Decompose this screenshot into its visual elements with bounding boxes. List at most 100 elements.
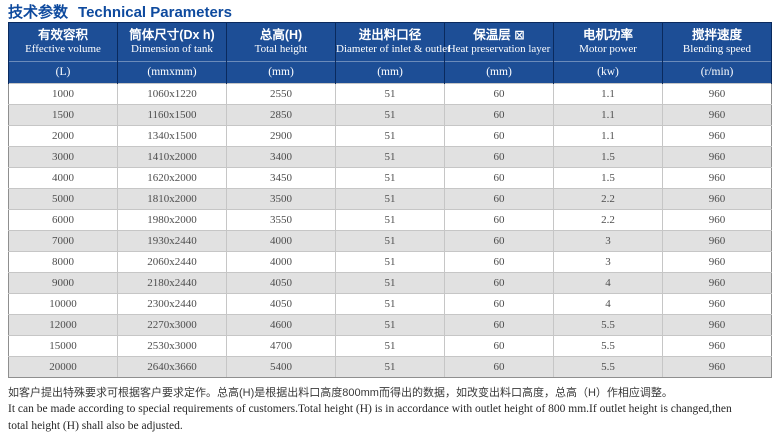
column-header-1: 筒体尺寸(Dx h) Dimension of tank (mmxmm): [117, 22, 227, 84]
table-header-row: 有效容积 Effective volume (L) 筒体尺寸(Dx h) Dimensi…: [8, 22, 772, 84]
table-row: 6000 1980x2000 3550 51 60 2.2 960: [8, 209, 772, 231]
table-cell: 2060x2440: [117, 251, 227, 273]
table-cell: 4700: [226, 335, 336, 357]
table-cell: 51: [335, 272, 445, 294]
table-cell: 60: [444, 356, 554, 378]
table-cell: 2900: [226, 125, 336, 147]
table-cell: 1340x1500: [117, 125, 227, 147]
table-cell: 3000: [8, 146, 118, 168]
table-cell: 60: [444, 188, 554, 210]
table-cell: 960: [662, 356, 772, 378]
table-row: 1000 1060x1220 2550 51 60 1.1 960: [8, 83, 772, 105]
column-header-english: Heat preservation layer: [447, 43, 551, 55]
column-header-english: Total height: [254, 43, 308, 55]
column-header-chinese: 搅拌速度: [691, 28, 742, 42]
table-cell: 1060x1220: [117, 83, 227, 105]
table-cell: 51: [335, 167, 445, 189]
table-cell: 960: [662, 83, 772, 105]
table-row: 2000 1340x1500 2900 51 60 1.1 960: [8, 125, 772, 147]
table-cell: 60: [444, 335, 554, 357]
table-row: 4000 1620x2000 3450 51 60 1.5 960: [8, 167, 772, 189]
column-header-english: Motor power: [579, 43, 637, 55]
table-cell: 3: [553, 230, 663, 252]
table-row: 9000 2180x2440 4050 51 60 4 960: [8, 272, 772, 294]
table-cell: 1410x2000: [117, 146, 227, 168]
column-header-3: 进出料口径 Diameter of inlet & outlet (mm): [335, 22, 450, 84]
footnote-chinese: 如客户提出特殊要求可根据客户要求定作。总高(H)是根据出料口高度800mm而得出…: [8, 387, 673, 399]
column-header-unit: (L): [9, 61, 117, 83]
table-header: 有效容积 Effective volume (L) 筒体尺寸(Dx h) Dimensi…: [8, 22, 772, 84]
table-cell: 1160x1500: [117, 104, 227, 126]
column-header-unit: (mm): [336, 61, 444, 83]
table-cell: 60: [444, 125, 554, 147]
table-cell: 1980x2000: [117, 209, 227, 231]
table-cell: 2550: [226, 83, 336, 105]
table-cell: 1000: [8, 83, 118, 105]
table-row: 5000 1810x2000 3500 51 60 2.2 960: [8, 188, 772, 210]
table-cell: 5400: [226, 356, 336, 378]
table-cell: 4: [553, 293, 663, 315]
table-cell: 2180x2440: [117, 272, 227, 294]
table-cell: 960: [662, 314, 772, 336]
table-cell: 2640x3660: [117, 356, 227, 378]
footnote-english-line1: It can be made according to special requ…: [8, 403, 732, 415]
table-cell: 8000: [8, 251, 118, 273]
table-cell: 2530x3000: [117, 335, 227, 357]
table-cell: 960: [662, 167, 772, 189]
column-header-0: 有效容积 Effective volume (L): [8, 22, 118, 84]
column-header-english: Effective volume: [25, 43, 101, 55]
table-cell: 960: [662, 125, 772, 147]
table-cell: 4050: [226, 272, 336, 294]
column-header-chinese: 有效容积: [37, 28, 88, 42]
table-cell: 1.5: [553, 167, 663, 189]
table-cell: 51: [335, 230, 445, 252]
table-cell: 2000: [8, 125, 118, 147]
table-cell: 12000: [8, 314, 118, 336]
table-cell: 7000: [8, 230, 118, 252]
page-title-english: Technical Parameters: [78, 4, 232, 21]
table-cell: 960: [662, 104, 772, 126]
column-header-unit: (mm): [445, 61, 553, 83]
table-cell: 4000: [226, 230, 336, 252]
table-cell: 51: [335, 209, 445, 231]
table-cell: 10000: [8, 293, 118, 315]
column-header-unit: (kw): [554, 61, 662, 83]
table-row: 15000 2530x3000 4700 51 60 5.5 960: [8, 335, 772, 357]
footnotes: 如客户提出特殊要求可根据客户要求定作。总高(H)是根据出料口高度800mm而得出…: [8, 386, 774, 434]
column-header-chinese: 进出料口径: [358, 28, 422, 42]
table-row: 12000 2270x3000 4600 51 60 5.5 960: [8, 314, 772, 336]
table-cell: 51: [335, 146, 445, 168]
table-cell: 60: [444, 146, 554, 168]
table-cell: 1.5: [553, 146, 663, 168]
table-cell: 960: [662, 209, 772, 231]
table-cell: 20000: [8, 356, 118, 378]
table-cell: 3400: [226, 146, 336, 168]
table-cell: 960: [662, 188, 772, 210]
column-header-english: Dimension of tank: [131, 43, 213, 55]
table-cell: 60: [444, 104, 554, 126]
column-header-chinese: 总高(H): [259, 28, 303, 42]
column-header-4: 保温层 ⊠ Heat preservation layer (mm): [444, 22, 554, 84]
table-cell: 1.1: [553, 125, 663, 147]
table-cell: 960: [662, 335, 772, 357]
table-cell: 4000: [226, 251, 336, 273]
column-header-chinese: 筒体尺寸(Dx h): [129, 28, 215, 42]
table-cell: 1.1: [553, 83, 663, 105]
page-title: 技术参数 Technical Parameters: [8, 1, 232, 21]
table-cell: 3550: [226, 209, 336, 231]
table-cell: 2270x3000: [117, 314, 227, 336]
table-cell: 9000: [8, 272, 118, 294]
column-header-5: 电机功率 Motor power (kw): [553, 22, 663, 84]
table-cell: 51: [335, 314, 445, 336]
table-cell: 2.2: [553, 188, 663, 210]
table-cell: 5000: [8, 188, 118, 210]
table-cell: 960: [662, 251, 772, 273]
table-row: 7000 1930x2440 4000 51 60 3 960: [8, 230, 772, 252]
table-cell: 5.5: [553, 314, 663, 336]
table-cell: 60: [444, 83, 554, 105]
page-title-chinese: 技术参数: [8, 4, 69, 21]
table-cell: 1500: [8, 104, 118, 126]
table-cell: 960: [662, 146, 772, 168]
table-cell: 51: [335, 83, 445, 105]
table-cell: 51: [335, 188, 445, 210]
